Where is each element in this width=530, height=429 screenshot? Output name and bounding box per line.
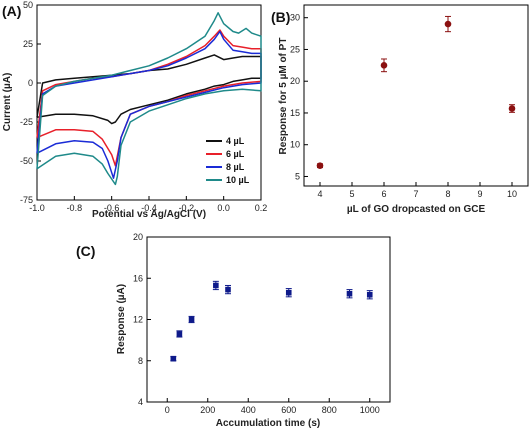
y-tick-label: 5 [295, 171, 300, 181]
y-tick-label: 4 [138, 397, 143, 407]
panel-c-label: (C) [76, 243, 95, 259]
data-point [316, 162, 324, 169]
y-tick-label: 20 [290, 76, 300, 86]
data-point [225, 286, 231, 293]
y-tick-label: 25 [23, 39, 33, 49]
x-tick-label: 5 [349, 189, 354, 199]
legend-entry: 6 µL [226, 149, 245, 159]
cv-curve-series [36, 12, 262, 186]
panel-a-label: (A) [2, 3, 21, 19]
y-tick-label: -75 [20, 195, 33, 205]
panel-c-accumulation-time: (C) 0 200 400 600 800 1000 4 8 12 16 20 Accumulati… [76, 232, 391, 429]
x-tick-label: 0.0 [217, 203, 230, 213]
panel-b-label: (B) [271, 9, 290, 25]
y-tick-label: 10 [290, 140, 300, 150]
x-tick-label: 8 [445, 189, 450, 199]
y-tick-label: 25 [290, 44, 300, 54]
panel-b-plot-frame [303, 4, 529, 187]
y-tick-label: 15 [290, 108, 300, 118]
y-tick-label: 30 [290, 13, 300, 23]
data-point [508, 105, 516, 112]
data-point [213, 282, 219, 289]
data-point [176, 331, 183, 337]
x-tick-label: 0 [165, 405, 170, 415]
panel-a-cyclic-voltammogram: (A) -1.0 -0.8 -0.6 -0.4 -0.2 0.0 0.2 50 25 0 -25 -5… [2, 0, 267, 220]
x-tick-label: 0.2 [255, 203, 268, 213]
y-tick-label: 12 [133, 315, 143, 325]
legend-entry: 8 µL [226, 162, 245, 172]
y-tick-label: -50 [20, 156, 33, 166]
legend-entry: 10 µL [226, 175, 250, 185]
y-tick-label: 50 [23, 0, 33, 10]
x-tick-label: -0.8 [67, 203, 83, 213]
data-point [170, 355, 177, 362]
data-point [366, 291, 373, 298]
panel-c-plot-frame [146, 236, 391, 403]
data-point [346, 290, 353, 297]
y-tick-label: 8 [138, 356, 143, 366]
x-tick-label: 6 [381, 189, 386, 199]
x-tick-label: 4 [317, 189, 322, 199]
x-tick-label: -1.0 [29, 203, 45, 213]
x-tick-label: 400 [241, 405, 256, 415]
panel-b-x-axis-label: µL of GO dropcasted on GCE [347, 204, 486, 215]
panel-c-y-axis-label: Response (µA) [116, 284, 127, 354]
y-tick-label: 20 [133, 232, 143, 242]
x-tick-label: 800 [322, 405, 337, 415]
y-tick-label: -25 [20, 117, 33, 127]
panel-b-volume-response: (B) 4 5 6 7 8 9 10 5 10 15 20 25 30 µL of GO dropcas… [271, 4, 529, 215]
x-tick-label: -0.6 [104, 203, 120, 213]
data-point [380, 62, 388, 69]
x-tick-label: 200 [200, 405, 215, 415]
panel-c-x-axis-label: Accumulation time (s) [216, 418, 320, 429]
x-tick-label: 1000 [360, 405, 380, 415]
x-tick-label: 9 [477, 189, 482, 199]
data-point [444, 20, 452, 28]
x-tick-label: 10 [507, 189, 517, 199]
x-tick-label: -0.4 [141, 203, 157, 213]
y-tick-label: 16 [133, 273, 143, 283]
data-point [285, 289, 292, 296]
x-tick-label: 7 [413, 189, 418, 199]
x-tick-label: 600 [281, 405, 296, 415]
data-point [188, 316, 195, 323]
panel-a-x-axis-label: Potential vs Ag/AgCl (V) [92, 209, 206, 220]
x-tick-label: -0.2 [179, 203, 195, 213]
panel-b-y-axis-label: Response for 5 µM of PT [278, 38, 289, 155]
panel-a-y-axis-label: Current (µA) [2, 73, 13, 132]
y-tick-label: 0 [28, 78, 33, 88]
legend-entry: 4 µL [226, 136, 245, 146]
